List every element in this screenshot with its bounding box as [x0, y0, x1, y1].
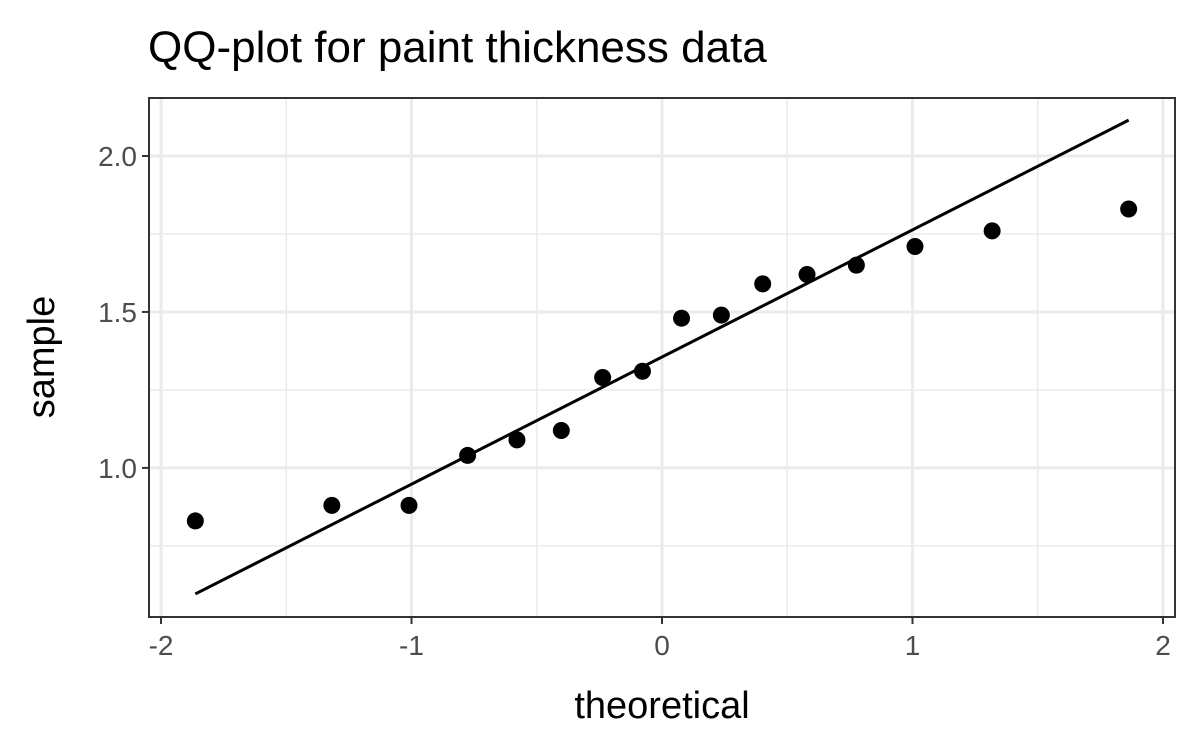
y-tick-label: 2.0: [98, 141, 137, 172]
y-tick-label: 1.0: [98, 453, 137, 484]
x-tick-label: 2: [1155, 630, 1171, 661]
point: [459, 446, 477, 464]
point: [798, 266, 816, 284]
panel-border: [148, 97, 1176, 618]
point: [847, 256, 865, 274]
point: [400, 496, 418, 514]
chart-title: QQ-plot for paint thickness data: [148, 23, 767, 72]
x-tick-label: 0: [654, 630, 670, 661]
point: [983, 222, 1001, 240]
point: [594, 368, 612, 386]
point: [552, 421, 570, 439]
point: [1120, 200, 1138, 218]
reference-line: [194, 118, 1130, 596]
point: [754, 275, 772, 293]
x-tick-label: -2: [149, 630, 174, 661]
point: [906, 237, 924, 255]
point: [712, 306, 730, 324]
point: [508, 431, 526, 449]
point: [186, 512, 204, 530]
point: [673, 309, 691, 327]
point: [633, 362, 651, 380]
y-tick-label: 1.5: [98, 297, 137, 328]
y-axis-title: sample: [21, 296, 63, 419]
x-tick-label: -1: [399, 630, 424, 661]
x-tick-label: 1: [905, 630, 921, 661]
x-axis-title: theoretical: [574, 685, 749, 727]
point: [323, 496, 341, 514]
